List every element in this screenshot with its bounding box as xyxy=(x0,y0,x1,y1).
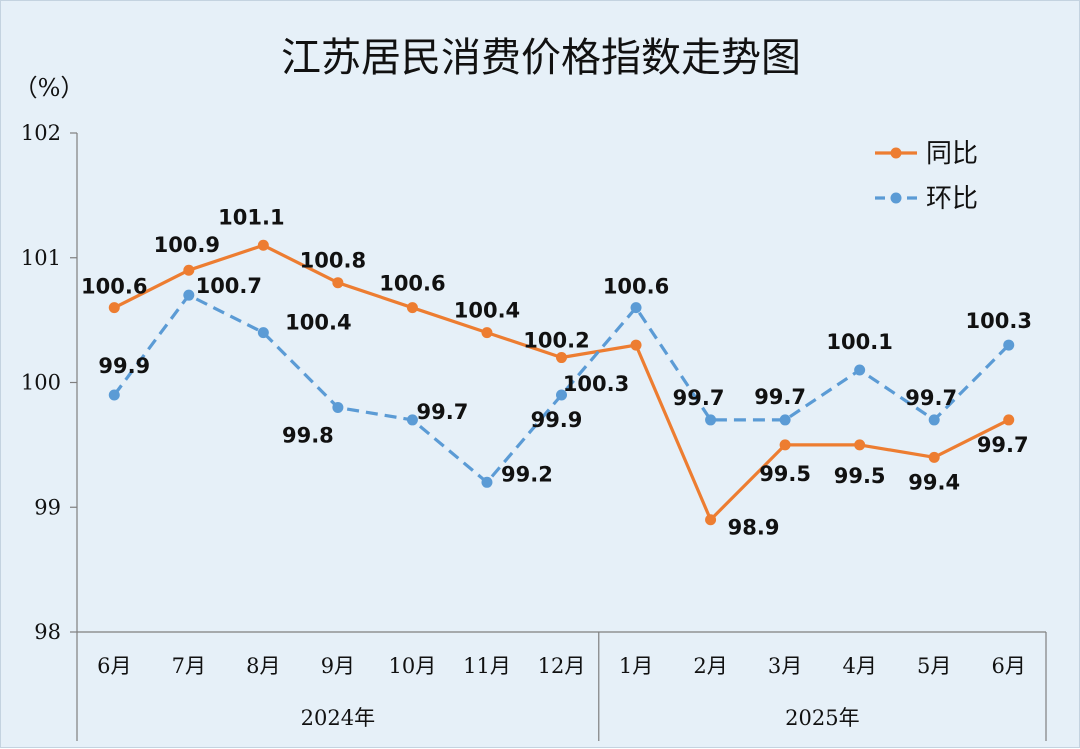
data-label: 99.9 xyxy=(531,408,583,432)
data-label: 100.3 xyxy=(563,372,629,396)
x-tick-label: 12月 xyxy=(538,654,586,678)
x-tick-label: 4月 xyxy=(842,654,876,678)
data-point xyxy=(183,264,195,276)
x-tick-label: 9月 xyxy=(321,654,355,678)
data-label: 99.9 xyxy=(98,354,150,378)
data-label: 99.2 xyxy=(501,462,553,486)
y-tick-label: 99 xyxy=(34,495,61,519)
data-point xyxy=(556,352,567,364)
data-point xyxy=(928,451,940,463)
x-tick-label: 8月 xyxy=(246,654,280,678)
data-point xyxy=(406,414,418,426)
x-tick-label: 6月 xyxy=(992,654,1026,678)
x-tick-label: 10月 xyxy=(389,654,437,678)
data-point xyxy=(183,289,195,301)
data-point xyxy=(630,339,642,351)
data-label: 100.6 xyxy=(81,275,147,299)
data-label: 99.8 xyxy=(282,423,334,447)
data-label: 100.7 xyxy=(196,274,262,298)
y-tick-label: 98 xyxy=(34,620,61,644)
data-point xyxy=(257,327,269,339)
data-point xyxy=(630,302,642,314)
data-point xyxy=(854,439,866,451)
y-tick-label: 101 xyxy=(21,246,61,270)
data-point xyxy=(705,514,717,526)
data-label: 98.9 xyxy=(728,516,780,540)
data-label: 100.8 xyxy=(300,249,366,273)
data-label: 99.7 xyxy=(977,433,1029,457)
legend-label: 同比 xyxy=(926,139,978,169)
data-point xyxy=(332,277,344,289)
data-point xyxy=(481,327,493,339)
x-tick-label: 1月 xyxy=(619,654,653,678)
data-label: 99.5 xyxy=(759,462,811,486)
data-point xyxy=(705,414,717,426)
y-axis-unit: （%） xyxy=(14,74,85,102)
data-point xyxy=(556,389,567,401)
legend-label: 环比 xyxy=(926,184,978,214)
data-label: 100.1 xyxy=(826,330,892,354)
data-label: 100.2 xyxy=(523,329,589,353)
x-tick-label: 7月 xyxy=(172,654,206,678)
data-point xyxy=(332,401,344,413)
data-label: 99.7 xyxy=(673,386,725,410)
data-point xyxy=(779,439,791,451)
data-point xyxy=(481,476,493,488)
data-label: 100.9 xyxy=(154,233,220,257)
data-point xyxy=(257,239,269,251)
data-label: 99.7 xyxy=(417,400,469,424)
data-label: 99.7 xyxy=(905,386,957,410)
data-point xyxy=(1003,339,1015,351)
legend-marker-1 xyxy=(890,192,902,204)
x-tick-label: 6月 xyxy=(97,654,131,678)
x-tick-label: 2月 xyxy=(693,654,727,678)
chart-title: 江苏居民消费价格指数走势图 xyxy=(281,35,801,81)
data-label: 99.4 xyxy=(908,470,960,494)
legend-marker-0 xyxy=(890,147,902,159)
data-point xyxy=(779,414,791,426)
y-tick-label: 100 xyxy=(21,371,61,395)
y-tick-label: 102 xyxy=(21,121,61,145)
data-point xyxy=(108,389,120,401)
x-tick-label: 11月 xyxy=(463,654,511,678)
data-label: 99.7 xyxy=(754,385,806,409)
data-label: 100.6 xyxy=(379,272,445,296)
x-tick-label: 3月 xyxy=(768,654,802,678)
data-label: 100.6 xyxy=(603,275,669,299)
data-label: 100.4 xyxy=(285,311,351,335)
series-line-1 xyxy=(113,293,1010,484)
data-point xyxy=(1003,414,1015,426)
data-label: 100.3 xyxy=(966,309,1032,333)
data-point xyxy=(854,364,866,376)
data-label: 100.4 xyxy=(454,299,520,323)
data-label: 101.1 xyxy=(218,205,284,229)
data-point xyxy=(406,302,418,314)
data-point xyxy=(928,414,940,426)
year-group-label: 2024年 xyxy=(301,706,375,730)
year-group-label: 2025年 xyxy=(785,706,859,730)
data-label: 99.5 xyxy=(834,464,886,488)
x-tick-label: 5月 xyxy=(917,654,951,678)
data-point xyxy=(108,302,120,314)
